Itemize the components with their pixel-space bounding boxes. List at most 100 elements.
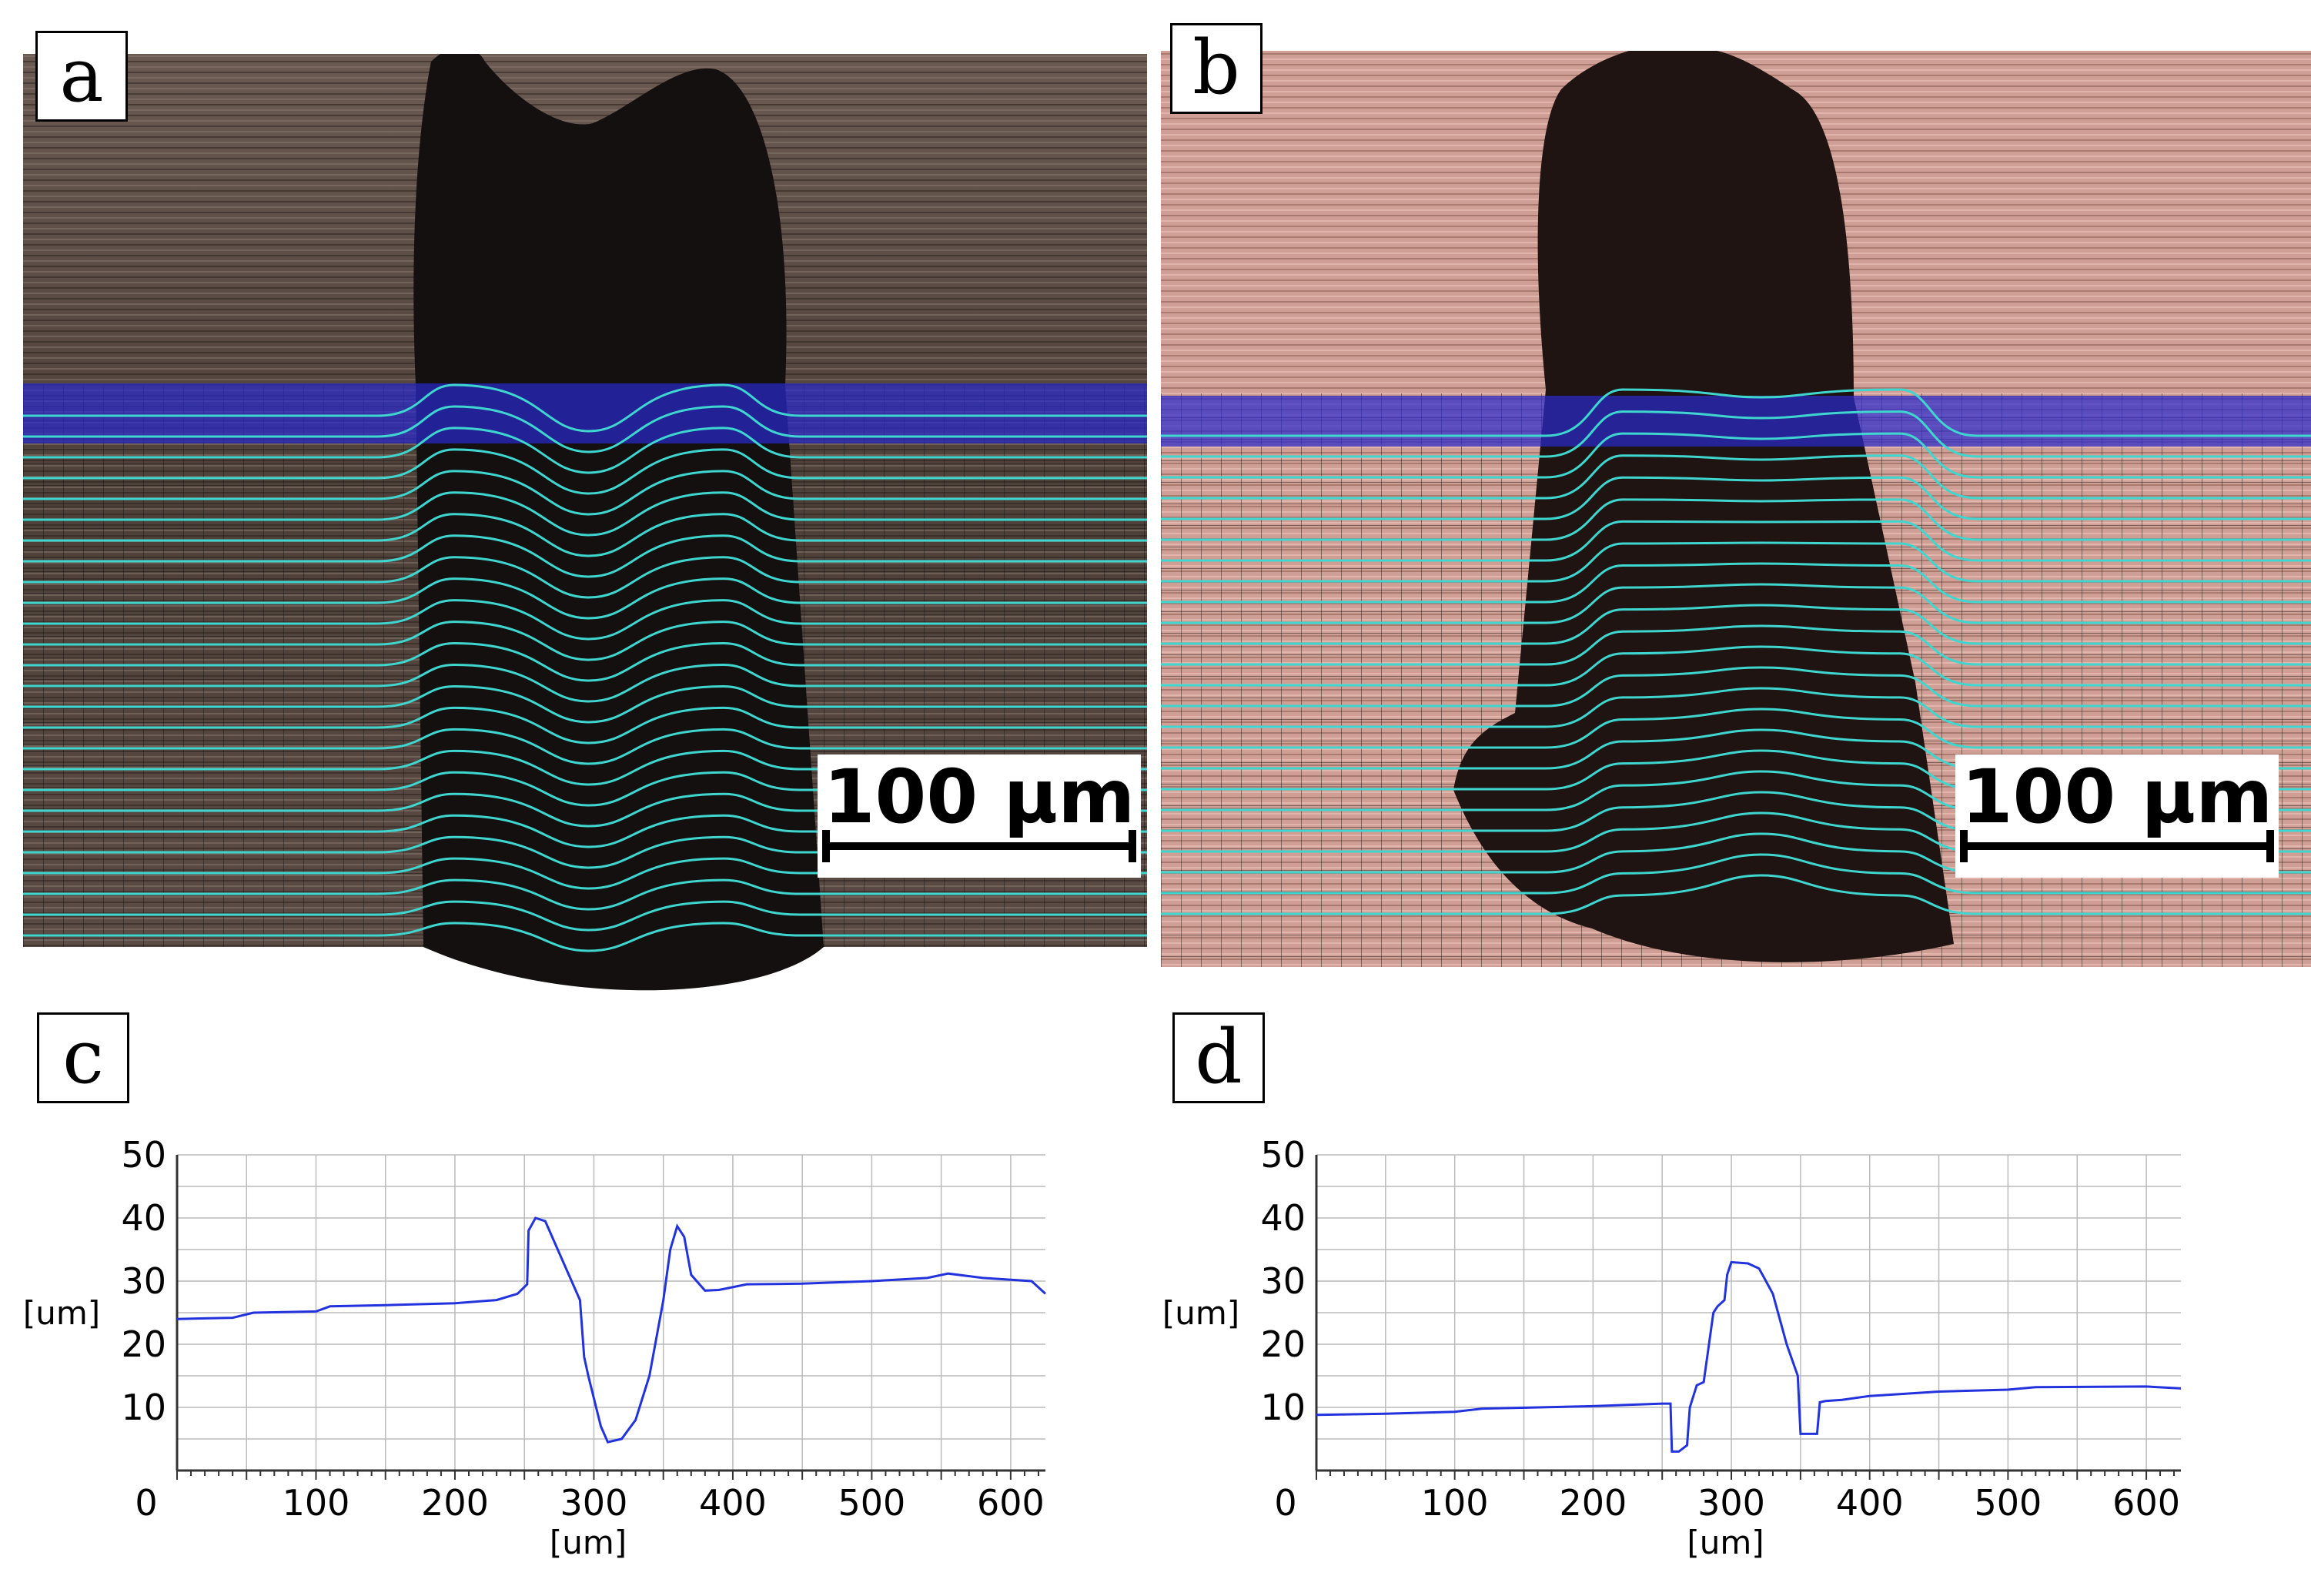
x-axis-label: [um] — [1687, 1524, 1764, 1561]
scale-bar-a: 100 µm — [818, 755, 1141, 878]
x-tick-label: 200 — [1559, 1482, 1627, 1524]
x-tick-label: 500 — [1974, 1482, 2042, 1524]
micrograph-a-svg — [23, 54, 1147, 991]
contour-line — [1161, 454, 2311, 500]
x-tick-label: 100 — [283, 1482, 350, 1524]
contour-line — [1161, 811, 2311, 853]
contour-line — [1161, 541, 2311, 583]
contour-line — [23, 448, 1147, 495]
contour-line — [23, 878, 1147, 911]
contour-line — [1161, 520, 2311, 562]
contour-line — [1161, 432, 2311, 479]
contour-line — [1161, 708, 2311, 749]
profile-plot-c: 0 100 200 300 400 500 600 10 20 30 40 50 [um] [um] — [0, 1124, 1078, 1586]
contour-line — [23, 663, 1147, 703]
contour-line — [1161, 749, 2311, 791]
y-tick-label: 30 — [1260, 1260, 1306, 1302]
profile-plot-c-svg: 0 100 200 300 400 500 600 10 20 30 40 50 [um] [um] — [23, 1134, 1047, 1561]
contour-line — [23, 835, 1147, 869]
groove-b — [1453, 51, 1954, 962]
contour-line — [23, 728, 1147, 765]
contour-line — [1161, 624, 2311, 666]
x-tick-label: 500 — [838, 1482, 905, 1524]
contour-line — [1161, 770, 2311, 811]
y-tick-label: 10 — [1260, 1387, 1306, 1428]
contour-line — [1161, 666, 2311, 708]
contour-line — [1161, 562, 2311, 604]
overlay-band-a — [23, 383, 1147, 443]
contour-line — [1161, 853, 2311, 895]
contour-line — [23, 491, 1147, 537]
contour-line — [1161, 583, 2311, 624]
panel-c-label: c — [37, 1012, 129, 1103]
contour-lines-a — [23, 383, 1147, 952]
profile-plot-d: 0 100 200 300 400 500 600 10 20 30 40 50 [um] [um] — [1155, 1124, 2309, 1586]
x-axis-label: [um] — [550, 1524, 627, 1561]
contour-line — [1161, 645, 2311, 687]
y-axis-label: [um] — [23, 1294, 100, 1332]
groove-a — [413, 54, 824, 991]
contour-line — [1161, 498, 2311, 541]
y-axis-label: [um] — [1162, 1294, 1239, 1332]
x-tick-label: 0 — [135, 1482, 157, 1524]
contour-line — [23, 621, 1147, 661]
contour-line — [1161, 832, 2311, 874]
x-tick-label: 600 — [2112, 1482, 2180, 1524]
x-tick-label: 300 — [1697, 1482, 1765, 1524]
scale-bar-b-line — [1960, 842, 2274, 850]
profile-plot-d-svg: 0 100 200 300 400 500 600 10 20 30 40 50 [um] [um] — [1162, 1134, 2182, 1561]
contour-line — [1161, 410, 2311, 458]
y-tick-label: 20 — [1260, 1323, 1306, 1365]
contour-line — [23, 922, 1147, 952]
contour-line — [1161, 874, 2311, 915]
profile-series-line — [176, 1216, 1047, 1444]
y-tick-label: 20 — [121, 1323, 166, 1365]
contour-line — [23, 771, 1147, 807]
contour-line — [23, 405, 1147, 453]
x-tick-label: 200 — [421, 1482, 489, 1524]
contour-line — [1161, 388, 2311, 437]
x-tick-label: 400 — [1836, 1482, 1904, 1524]
contour-lines-b — [1161, 388, 2311, 915]
contour-line — [23, 513, 1147, 557]
panel-d-label: d — [1172, 1012, 1265, 1103]
profile-series-line — [1316, 1260, 2182, 1453]
panel-a-label: a — [35, 31, 128, 122]
contour-line — [1161, 791, 2311, 832]
x-tick-label: 600 — [977, 1482, 1045, 1524]
contour-line — [23, 470, 1147, 516]
contour-line — [23, 792, 1147, 828]
contour-line — [23, 556, 1147, 599]
panel-b-micrograph — [1161, 51, 2311, 967]
x-tick-label: 400 — [699, 1482, 767, 1524]
scale-bar-a-line — [822, 842, 1136, 850]
contour-line — [23, 684, 1147, 724]
contour-line — [1161, 476, 2311, 520]
scale-bar-b-label: 100 µm — [1961, 754, 2273, 840]
contour-line — [1161, 687, 2311, 728]
y-tick-label: 40 — [1260, 1197, 1306, 1239]
y-tick-label: 50 — [121, 1134, 166, 1176]
micrograph-b-svg — [1161, 51, 2311, 967]
contour-line — [23, 383, 1147, 433]
y-tick-label: 30 — [121, 1260, 166, 1302]
contour-line — [23, 599, 1147, 641]
x-tick-label: 300 — [560, 1482, 628, 1524]
contour-line — [23, 534, 1147, 578]
contour-line — [23, 857, 1147, 890]
y-tick-label: 50 — [1260, 1134, 1306, 1176]
y-tick-label: 10 — [121, 1387, 166, 1428]
panel-a-micrograph — [23, 54, 1147, 1001]
contour-line — [23, 814, 1147, 848]
scale-bar-b: 100 µm — [1955, 755, 2279, 878]
contour-line — [23, 642, 1147, 682]
contour-line — [1161, 728, 2311, 770]
x-tick-label: 0 — [1274, 1482, 1296, 1524]
y-tick-label: 40 — [121, 1197, 166, 1239]
scale-bar-a-label: 100 µm — [823, 754, 1135, 840]
contour-line — [23, 706, 1147, 744]
contour-line — [1161, 604, 2311, 645]
x-tick-label: 100 — [1421, 1482, 1489, 1524]
contour-line — [23, 427, 1147, 474]
contour-line — [23, 900, 1147, 932]
